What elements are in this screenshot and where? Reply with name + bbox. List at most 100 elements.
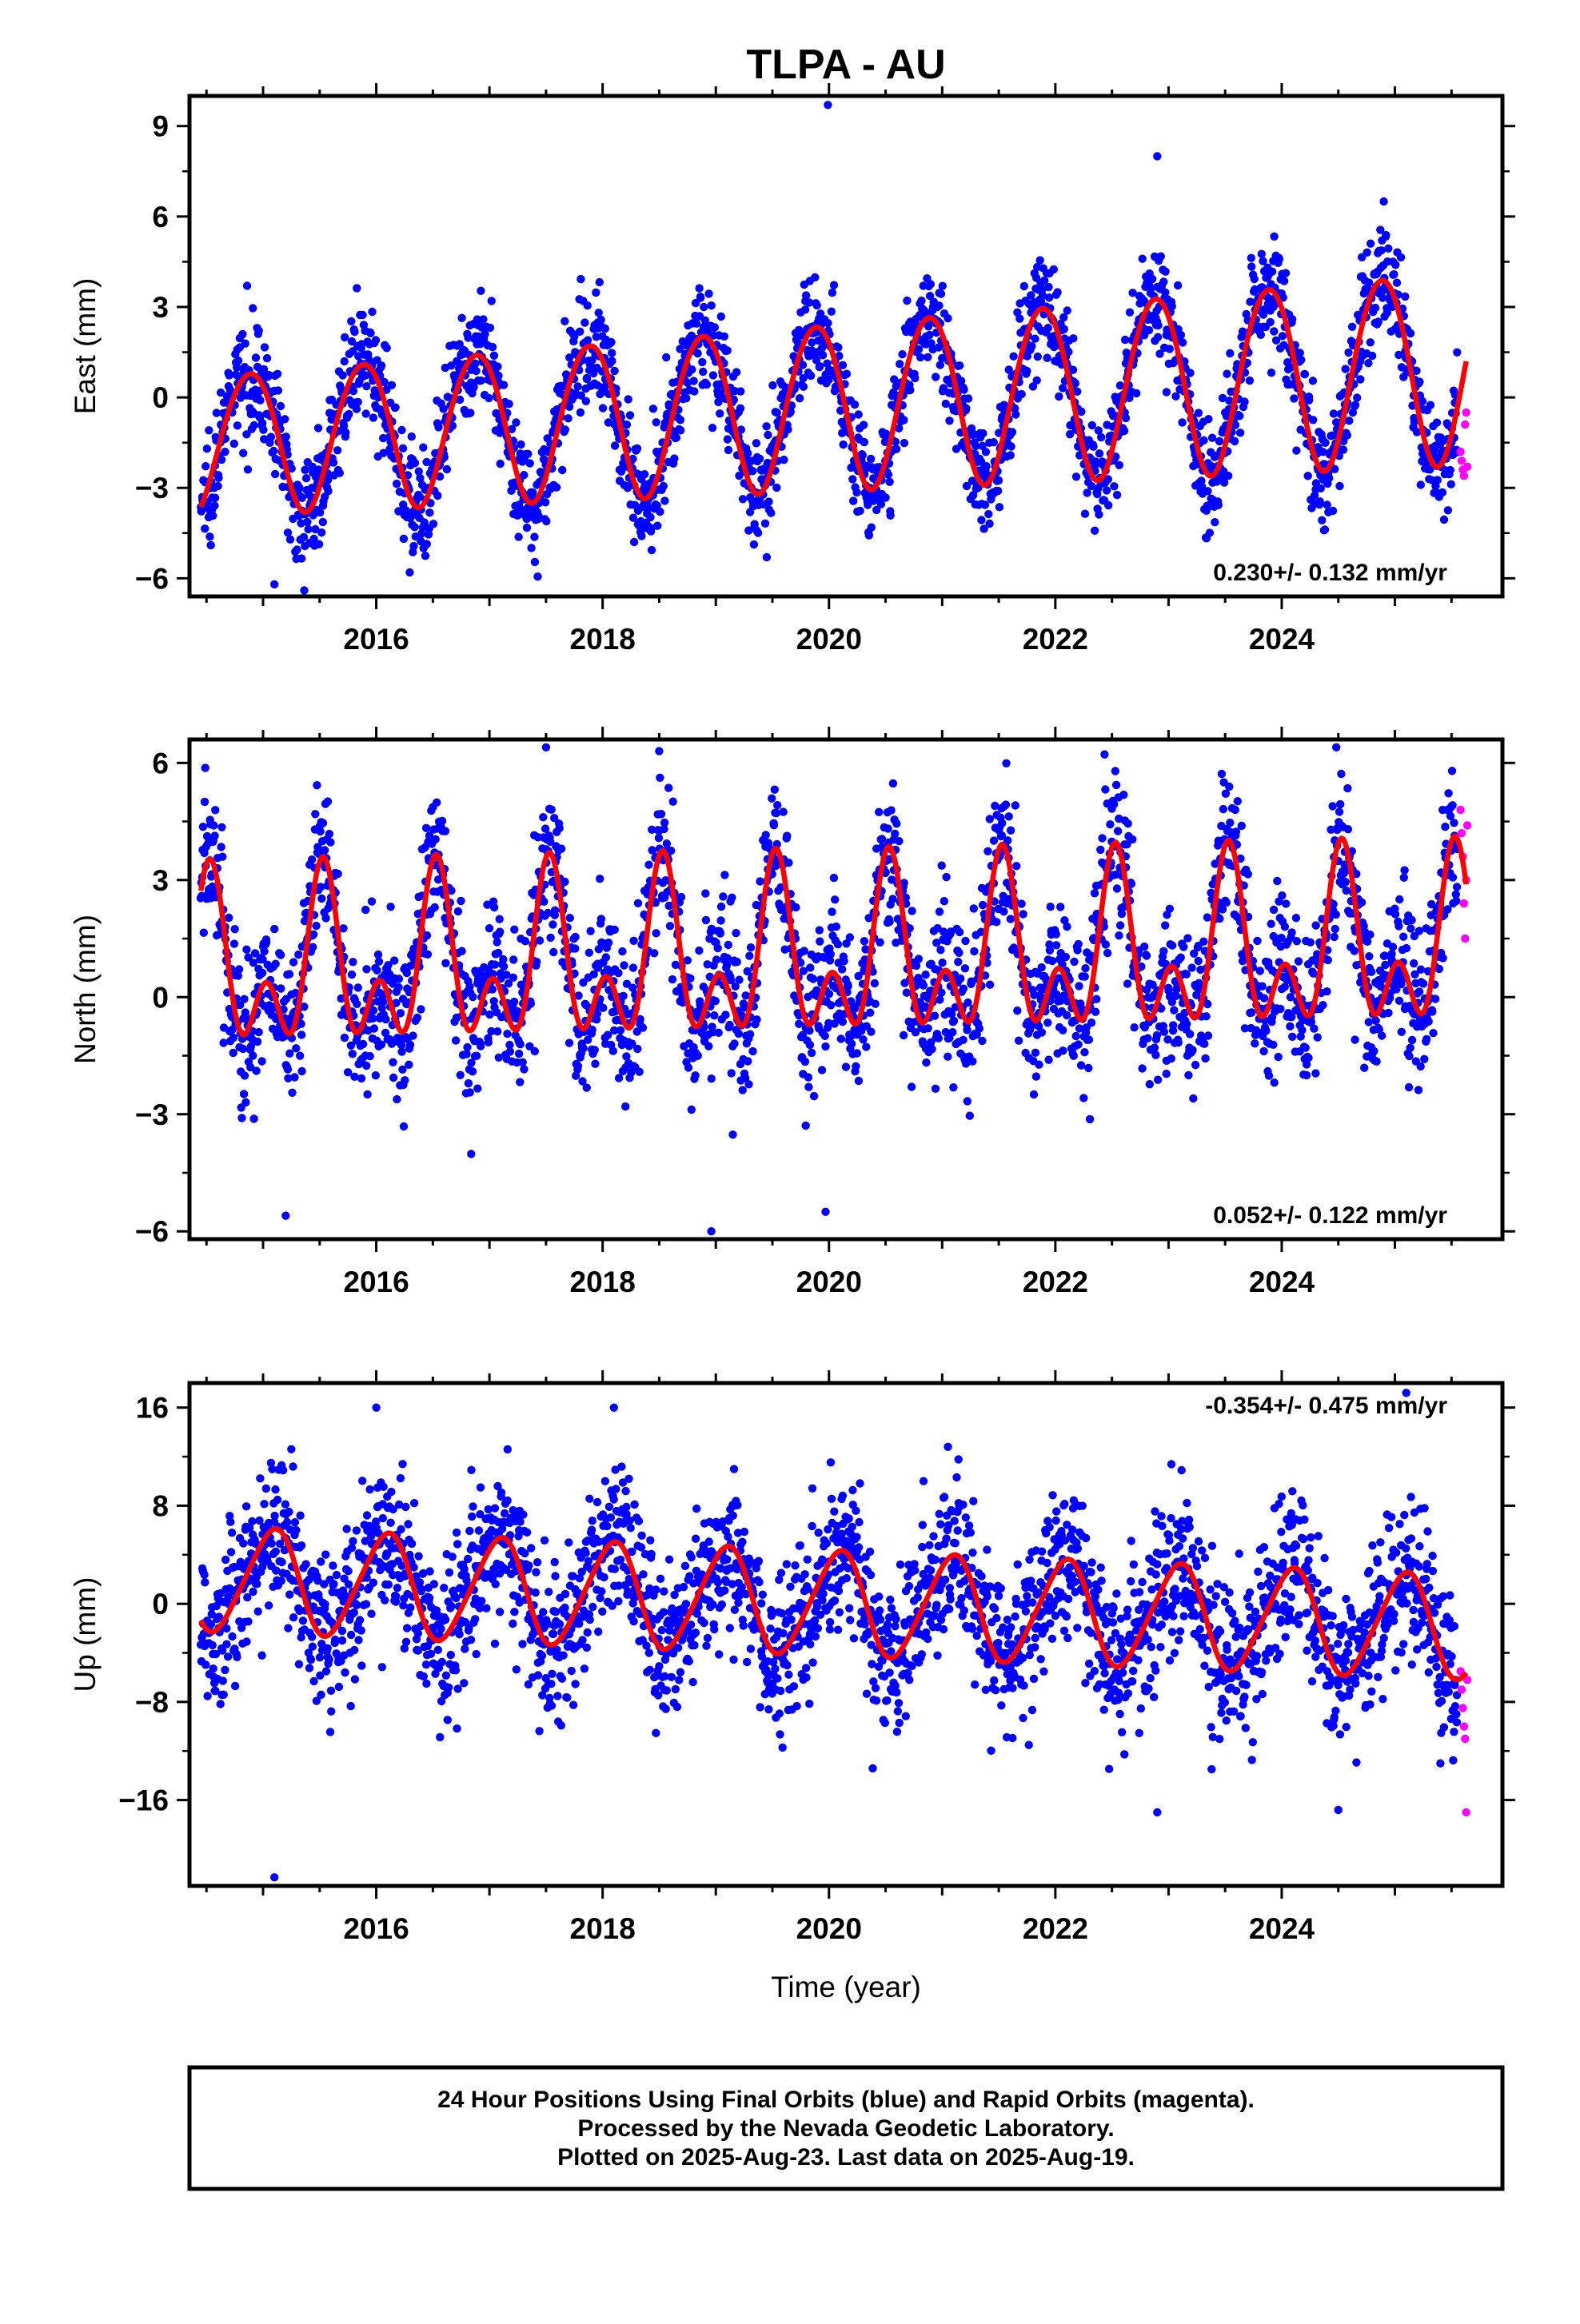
north-final-point <box>611 926 619 934</box>
north-final-point <box>1038 1028 1046 1036</box>
north-final-point <box>931 1012 939 1020</box>
east-final-point <box>724 446 732 454</box>
east-final-point <box>979 429 987 437</box>
north-final-point <box>745 952 753 960</box>
north-final-point <box>889 779 897 787</box>
north-final-point <box>652 929 660 937</box>
north-final-point <box>1292 914 1300 922</box>
east-final-point <box>1053 288 1061 296</box>
north-final-point <box>875 808 883 816</box>
east-final-point <box>238 330 246 338</box>
east-final-point <box>1236 429 1244 436</box>
north-final-point <box>1059 1046 1067 1054</box>
east-final-point <box>732 368 740 376</box>
east-final-point <box>485 394 493 402</box>
north-final-point <box>832 923 840 931</box>
east-final-point <box>698 358 706 366</box>
east-final-point <box>1126 309 1134 317</box>
north-final-point <box>1047 903 1055 911</box>
north-final-point <box>509 974 517 982</box>
north-final-point <box>1119 791 1127 799</box>
east-final-point <box>1367 338 1375 346</box>
north-final-point <box>976 1024 984 1032</box>
north-final-point <box>1160 1028 1168 1036</box>
east-final-point <box>411 459 419 467</box>
north-final-point <box>1110 800 1118 808</box>
north-final-point <box>1048 957 1056 965</box>
north-final-point <box>735 1030 743 1038</box>
east-final-point <box>898 350 906 358</box>
north-final-point <box>288 1089 296 1097</box>
north-final-point <box>201 763 209 771</box>
north-final-point <box>357 1074 365 1082</box>
east-final-point <box>1007 442 1015 450</box>
north-final-point <box>359 1040 367 1048</box>
north-final-point <box>1031 1049 1039 1057</box>
east-final-point <box>1335 482 1343 490</box>
north-final-point <box>712 955 720 963</box>
north-final-point <box>1063 1011 1071 1019</box>
north-final-point <box>970 904 978 912</box>
east-final-point <box>349 387 357 395</box>
north-final-point <box>241 1098 249 1106</box>
north-final-point <box>1044 1056 1052 1064</box>
north-final-point <box>644 861 652 869</box>
north-final-point <box>539 813 547 821</box>
north-final-point <box>1200 1040 1208 1048</box>
north-final-point <box>317 895 325 903</box>
north-final-point <box>1081 964 1089 972</box>
east-final-point <box>1186 369 1194 377</box>
north-final-point <box>349 1050 357 1058</box>
north-final-point <box>710 1011 718 1019</box>
north-final-point <box>804 1073 812 1081</box>
north-final-point <box>1287 928 1295 936</box>
east-final-point <box>1270 327 1278 335</box>
north-final-point <box>1059 1026 1067 1034</box>
east-ytick-label: 6 <box>152 201 169 233</box>
east-final-point <box>840 440 848 448</box>
north-final-point <box>1015 1037 1023 1045</box>
north-final-point <box>546 934 554 942</box>
north-final-point <box>964 1097 972 1105</box>
north-final-point <box>339 924 347 932</box>
east-final-point <box>1226 349 1234 357</box>
east-final-point <box>828 289 836 297</box>
east-final-point <box>607 338 615 346</box>
east-final-point <box>1368 352 1376 360</box>
north-final-point <box>217 823 225 831</box>
north-final-point <box>566 914 574 922</box>
east-final-point <box>1132 389 1140 397</box>
east-final-point <box>443 465 451 473</box>
east-final-point <box>900 439 908 447</box>
north-final-point <box>1251 1039 1259 1047</box>
north-final-point <box>1035 1061 1043 1069</box>
east-final-point <box>526 459 534 467</box>
north-final-point <box>708 1074 716 1082</box>
north-final-point <box>714 944 722 952</box>
east-final-point <box>302 474 310 482</box>
north-final-point <box>855 1077 863 1085</box>
east-final-point <box>1223 370 1231 378</box>
north-final-point <box>316 827 324 835</box>
east-final-point <box>716 409 724 417</box>
north-final-point <box>1265 1071 1273 1079</box>
east-final-point <box>720 333 728 341</box>
north-final-point <box>744 1057 752 1065</box>
east-final-point <box>252 353 260 361</box>
east-final-point <box>982 448 990 456</box>
east-final-point <box>689 377 697 385</box>
north-final-point <box>1111 767 1119 775</box>
east-final-point <box>1148 275 1156 283</box>
east-final-point <box>939 282 947 290</box>
east-final-point <box>717 313 725 321</box>
north-final-point <box>853 1049 861 1057</box>
north-final-point <box>704 1042 712 1050</box>
east-final-point <box>1406 329 1414 337</box>
north-final-point <box>716 916 724 924</box>
east-final-point <box>497 460 505 468</box>
east-xtick-label: 2022 <box>1023 623 1088 656</box>
north-final-point <box>860 937 868 945</box>
east-final-point <box>646 513 654 521</box>
north-final-point <box>1307 939 1315 947</box>
